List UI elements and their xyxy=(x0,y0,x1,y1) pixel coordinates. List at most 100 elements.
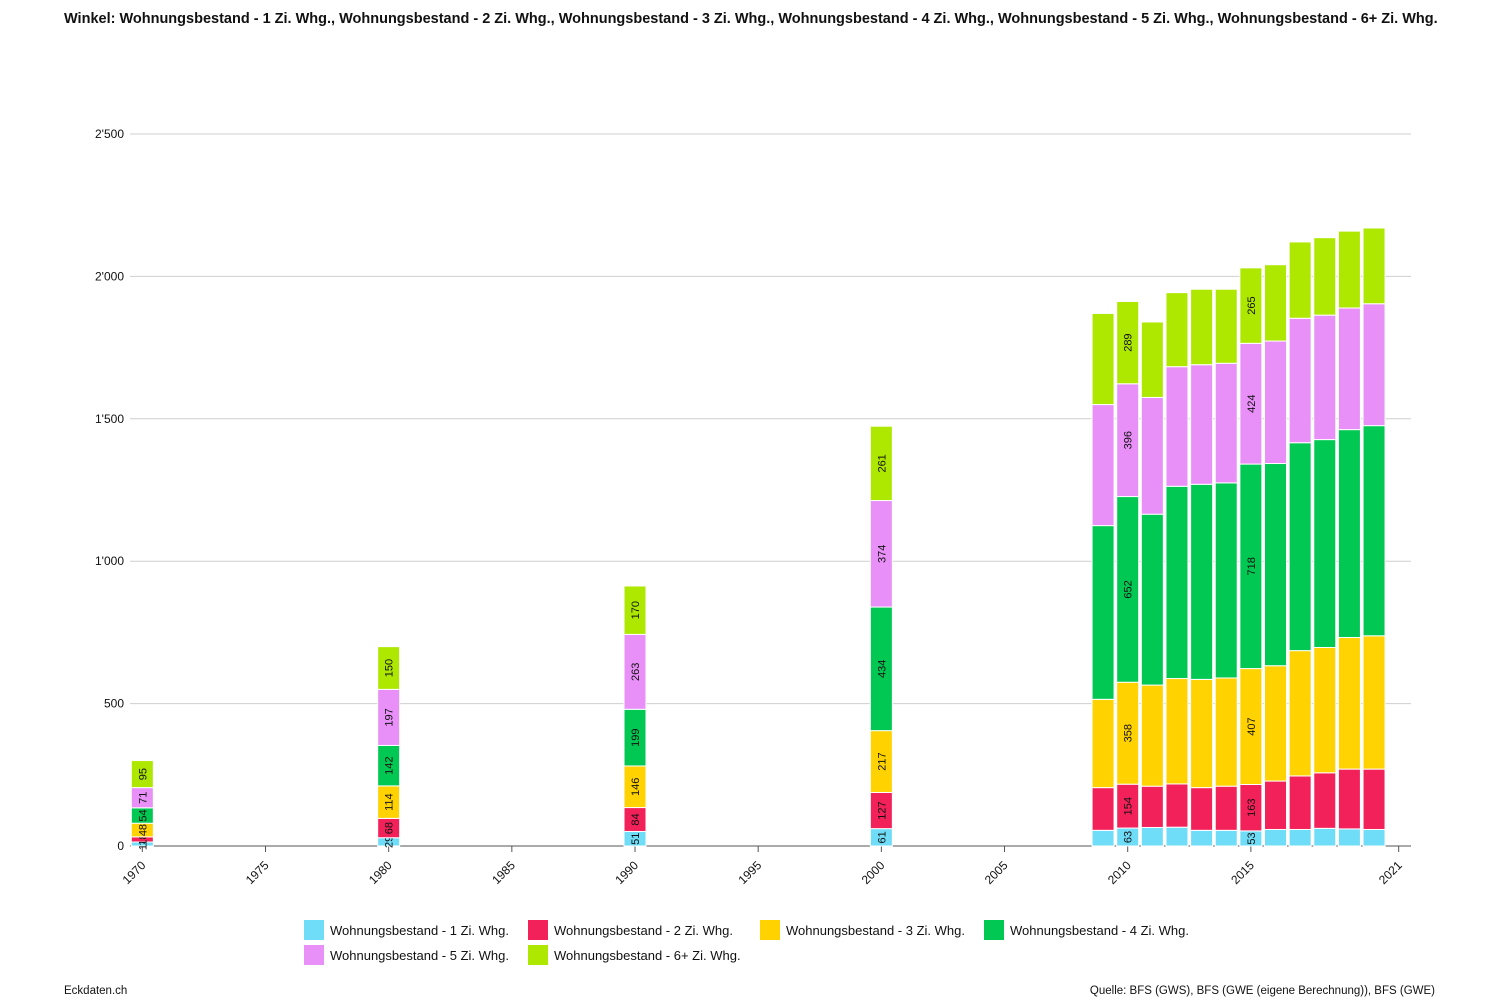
bar-segment xyxy=(1362,425,1386,637)
x-tick-label: 2015 xyxy=(1228,858,1257,887)
bar-segment xyxy=(1288,317,1312,444)
data-label: 197 xyxy=(384,708,396,726)
data-label: 154 xyxy=(1123,797,1135,815)
data-label: 84 xyxy=(630,813,642,825)
bar-segment xyxy=(1190,288,1214,366)
data-label: 71 xyxy=(137,792,149,804)
bar-segment xyxy=(1190,829,1214,847)
data-label: 54 xyxy=(137,809,149,821)
data-label: 718 xyxy=(1246,557,1258,575)
bar-segment xyxy=(1091,787,1115,831)
data-label: 127 xyxy=(876,801,888,819)
legend-swatch xyxy=(304,945,324,965)
x-tick-label: 1975 xyxy=(243,858,272,887)
bar-segment xyxy=(1337,768,1361,830)
bar-segment xyxy=(1214,362,1238,484)
bar-segment xyxy=(623,585,647,635)
bar-segment xyxy=(1337,230,1361,309)
x-tick-label: 2000 xyxy=(859,858,888,887)
legend-label: Wohnungsbestand - 1 Zi. Whg. xyxy=(330,922,509,938)
bar-segment xyxy=(1165,485,1189,680)
legend-item: Wohnungsbestand - 3 Zi. Whg. xyxy=(760,919,965,941)
bar-segment xyxy=(1165,783,1189,828)
data-label: 652 xyxy=(1123,580,1135,598)
data-label: 434 xyxy=(876,660,888,678)
legend-item: Wohnungsbestand - 2 Zi. Whg. xyxy=(528,919,733,941)
bar-segment xyxy=(1214,785,1238,831)
bar-segment xyxy=(377,646,401,690)
bar-segment xyxy=(1264,463,1288,667)
x-tick-label: 1985 xyxy=(489,858,518,887)
bar-segment xyxy=(1362,227,1386,305)
bar-segment xyxy=(1337,828,1361,847)
bar-segment xyxy=(1313,772,1337,829)
bar-segment xyxy=(1214,829,1238,847)
data-label: 217 xyxy=(876,752,888,770)
data-label: 51 xyxy=(630,833,642,845)
legend-swatch xyxy=(984,920,1004,940)
data-label: 114 xyxy=(384,793,396,811)
x-tick-label: 2010 xyxy=(1105,858,1134,887)
legend-item: Wohnungsbestand - 4 Zi. Whg. xyxy=(984,919,1189,941)
bar-segment xyxy=(1362,303,1386,427)
legend-item: Wohnungsbestand - 1 Zi. Whg. xyxy=(304,919,509,941)
chart-title: Winkel: Wohnungsbestand - 1 Zi. Whg., Wo… xyxy=(64,11,1438,27)
bar-segment xyxy=(1264,780,1288,830)
legend-swatch xyxy=(760,920,780,940)
bar-segment xyxy=(1165,678,1189,785)
legend-label: Wohnungsbestand - 3 Zi. Whg. xyxy=(786,922,965,938)
legend-label: Wohnungsbestand - 4 Zi. Whg. xyxy=(1010,922,1189,938)
data-label: 170 xyxy=(630,601,642,619)
y-tick-label: 1'500 xyxy=(95,412,124,426)
bar-segment xyxy=(1165,366,1189,487)
bar-segment xyxy=(1140,513,1164,686)
footer-site-name: Eckdaten.ch xyxy=(64,985,128,997)
legend-label: Wohnungsbestand - 6+ Zi. Whg. xyxy=(554,947,741,963)
x-tick-label: 1980 xyxy=(366,858,395,887)
bar-segment xyxy=(1165,826,1189,847)
bar-segment xyxy=(1091,525,1115,700)
bar-segment xyxy=(1214,482,1238,679)
bar-segment xyxy=(1288,442,1312,652)
bar-segment xyxy=(1091,404,1115,527)
bar-segment xyxy=(1190,483,1214,680)
bar-segment xyxy=(1288,775,1312,830)
y-tick-label: 1'000 xyxy=(95,554,124,568)
bar-segment xyxy=(1337,307,1361,431)
bar-segment xyxy=(1337,637,1361,770)
y-tick-label: 500 xyxy=(104,697,124,711)
bar-segment xyxy=(1288,241,1312,319)
bar-segment xyxy=(1313,314,1337,441)
bar-segment xyxy=(1264,665,1288,782)
data-label: 374 xyxy=(876,545,888,563)
x-tick-label: 2005 xyxy=(982,858,1011,887)
bar-segment xyxy=(1313,646,1337,774)
x-tick-label: 1995 xyxy=(736,858,765,887)
y-tick-label: 2'000 xyxy=(95,269,124,283)
data-label: 358 xyxy=(1123,724,1135,742)
bar-segment xyxy=(1264,340,1288,465)
bar-segment xyxy=(1288,828,1312,847)
bar-segment xyxy=(869,425,893,502)
bar-segment xyxy=(1190,364,1214,485)
data-label: 146 xyxy=(630,778,642,796)
bar-segment xyxy=(1362,768,1386,830)
data-label: 261 xyxy=(876,454,888,472)
bar-segment xyxy=(1313,439,1337,648)
data-label: 265 xyxy=(1246,296,1258,314)
bar-segment xyxy=(1091,312,1115,406)
legend-swatch xyxy=(304,920,324,940)
bar-segment xyxy=(1214,288,1238,364)
bar-segment xyxy=(1239,267,1263,344)
bar-segment xyxy=(1214,677,1238,787)
data-label: 61 xyxy=(876,831,888,843)
data-label: 95 xyxy=(137,768,149,780)
data-label: 68 xyxy=(384,822,396,834)
data-label: 48 xyxy=(137,824,149,836)
bar-segment xyxy=(1091,698,1115,789)
data-label: 289 xyxy=(1123,333,1135,351)
legend-label: Wohnungsbestand - 5 Zi. Whg. xyxy=(330,947,509,963)
bar-segment xyxy=(1140,785,1164,828)
legend-swatch xyxy=(528,920,548,940)
